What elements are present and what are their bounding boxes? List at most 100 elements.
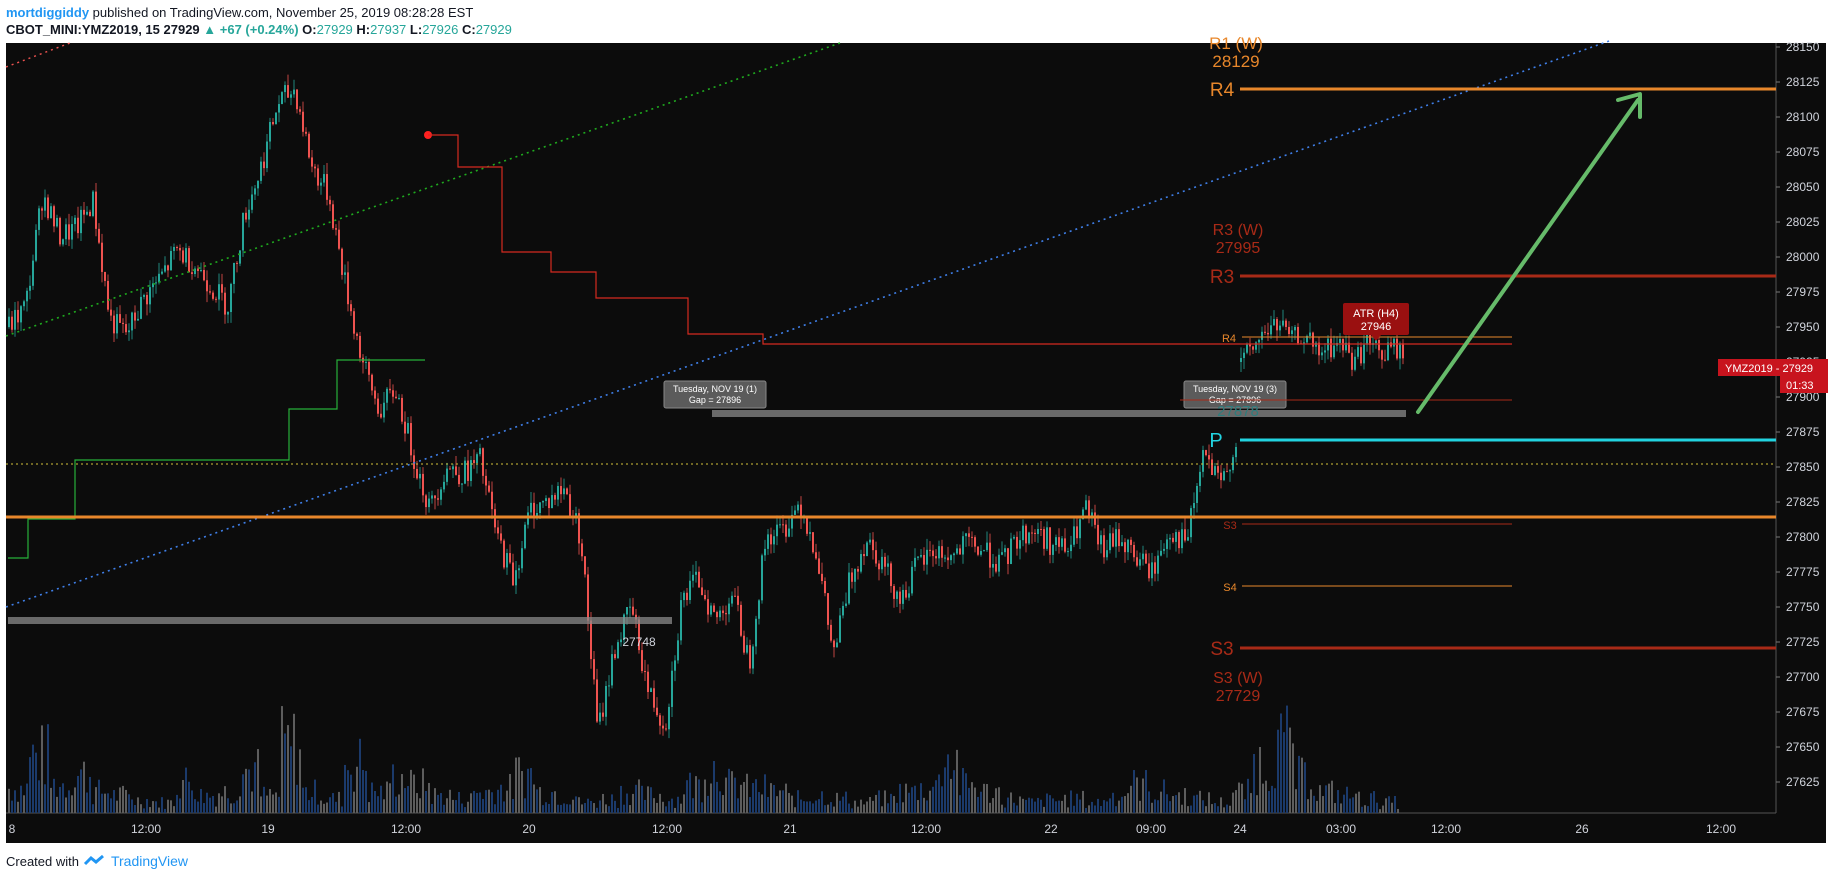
volume-bar bbox=[605, 804, 607, 813]
volume-bar bbox=[482, 798, 484, 813]
volume-bar bbox=[791, 795, 793, 813]
candle-body bbox=[17, 309, 19, 323]
volume-bar bbox=[218, 793, 220, 813]
candle-body bbox=[1303, 342, 1305, 344]
volume-bar bbox=[1112, 792, 1114, 813]
author-link[interactable]: mortdiggiddy bbox=[6, 5, 90, 20]
candle-body bbox=[50, 206, 52, 219]
price-tick-label: 27850 bbox=[1786, 460, 1820, 474]
atr-label-pointer bbox=[1371, 335, 1381, 341]
candle-body bbox=[476, 454, 478, 464]
volume-bar bbox=[440, 793, 442, 813]
volume-bar bbox=[167, 799, 169, 813]
volume-bar bbox=[389, 783, 391, 813]
volume-bar bbox=[779, 790, 781, 813]
volume-bar bbox=[1388, 796, 1390, 813]
volume-bar bbox=[236, 800, 238, 813]
volume-bar bbox=[479, 792, 481, 813]
volume-bar bbox=[398, 794, 400, 813]
candle-body bbox=[842, 605, 844, 616]
candle-body bbox=[857, 568, 859, 572]
candle-body bbox=[752, 646, 754, 669]
time-tick-label: 21 bbox=[783, 822, 797, 836]
volume-bar bbox=[674, 807, 676, 813]
price-tick-label: 27800 bbox=[1786, 530, 1820, 544]
volume-bar bbox=[926, 800, 928, 813]
candle-body bbox=[137, 318, 139, 321]
volume-bar bbox=[524, 798, 526, 813]
volume-bar bbox=[1073, 805, 1075, 813]
volume-bar bbox=[1235, 790, 1237, 813]
volume-bar bbox=[143, 808, 145, 813]
volume-bar bbox=[1334, 803, 1336, 813]
volume-bar bbox=[1295, 789, 1297, 813]
candle-body bbox=[1154, 562, 1156, 574]
candle-body bbox=[962, 536, 964, 555]
volume-bar bbox=[386, 781, 388, 813]
candle-body bbox=[398, 397, 400, 399]
volume-bar bbox=[425, 790, 427, 813]
candle-body bbox=[692, 574, 694, 581]
candle-body bbox=[383, 402, 385, 418]
candle-body bbox=[716, 611, 718, 618]
volume-bar bbox=[401, 774, 403, 813]
candle-body bbox=[1175, 532, 1177, 542]
volume-bar bbox=[185, 767, 187, 813]
volume-bar bbox=[1301, 757, 1303, 813]
volume-bar bbox=[635, 784, 637, 813]
volume-bar bbox=[686, 780, 688, 813]
volume-bar bbox=[1394, 796, 1396, 813]
volume-bar bbox=[1193, 795, 1195, 813]
volume-bar bbox=[875, 794, 877, 813]
volume-bar bbox=[14, 790, 16, 813]
low-price-label: 27748 bbox=[622, 635, 656, 649]
volume-bar bbox=[182, 779, 184, 813]
candle-body bbox=[899, 591, 901, 604]
candle-body bbox=[1384, 359, 1386, 361]
volume-bar bbox=[254, 762, 256, 813]
level-r3-weekly-value: 27995 bbox=[1216, 240, 1261, 257]
candle-body bbox=[23, 301, 25, 307]
candle-body bbox=[1118, 529, 1120, 547]
candle-body bbox=[77, 217, 79, 234]
volume-bar bbox=[1253, 753, 1255, 813]
candle-body bbox=[1166, 539, 1168, 549]
volume-bar bbox=[11, 800, 13, 813]
volume-bar bbox=[395, 796, 397, 813]
candle-body bbox=[299, 109, 301, 112]
volume-bar bbox=[944, 767, 946, 813]
volume-bar bbox=[707, 795, 709, 813]
candle-body bbox=[308, 133, 310, 158]
price-tick-label: 27875 bbox=[1786, 425, 1820, 439]
volume-bar bbox=[35, 752, 37, 813]
candle-body bbox=[554, 495, 556, 500]
candle-body bbox=[725, 613, 727, 615]
volume-bar bbox=[284, 733, 286, 813]
volume-bar bbox=[314, 779, 316, 813]
price-tick-label: 27900 bbox=[1786, 390, 1820, 404]
candle-body bbox=[779, 524, 781, 526]
volume-bar bbox=[194, 799, 196, 813]
volume-bar bbox=[467, 801, 469, 813]
volume-bar bbox=[566, 804, 568, 813]
volume-bar bbox=[617, 807, 619, 813]
tradingview-brand[interactable]: TradingView bbox=[110, 853, 189, 869]
volume-bar bbox=[434, 788, 436, 813]
volume-bar bbox=[1007, 797, 1009, 813]
time-tick-label: 12:00 bbox=[1706, 822, 1736, 836]
candle-body bbox=[269, 121, 271, 142]
volume-bar bbox=[887, 803, 889, 813]
volume-bar bbox=[710, 783, 712, 813]
volume-bar bbox=[8, 788, 10, 813]
candle-body bbox=[932, 550, 934, 557]
price-tick-label: 28000 bbox=[1786, 250, 1820, 264]
volume-bar bbox=[1145, 770, 1147, 813]
volume-bar bbox=[1178, 792, 1180, 813]
candle-body bbox=[866, 542, 868, 557]
candle-body bbox=[1139, 559, 1141, 566]
volume-bar bbox=[1307, 799, 1309, 813]
volume-bar bbox=[278, 796, 280, 813]
candle-body bbox=[1288, 326, 1290, 335]
candle-body bbox=[1079, 519, 1081, 539]
